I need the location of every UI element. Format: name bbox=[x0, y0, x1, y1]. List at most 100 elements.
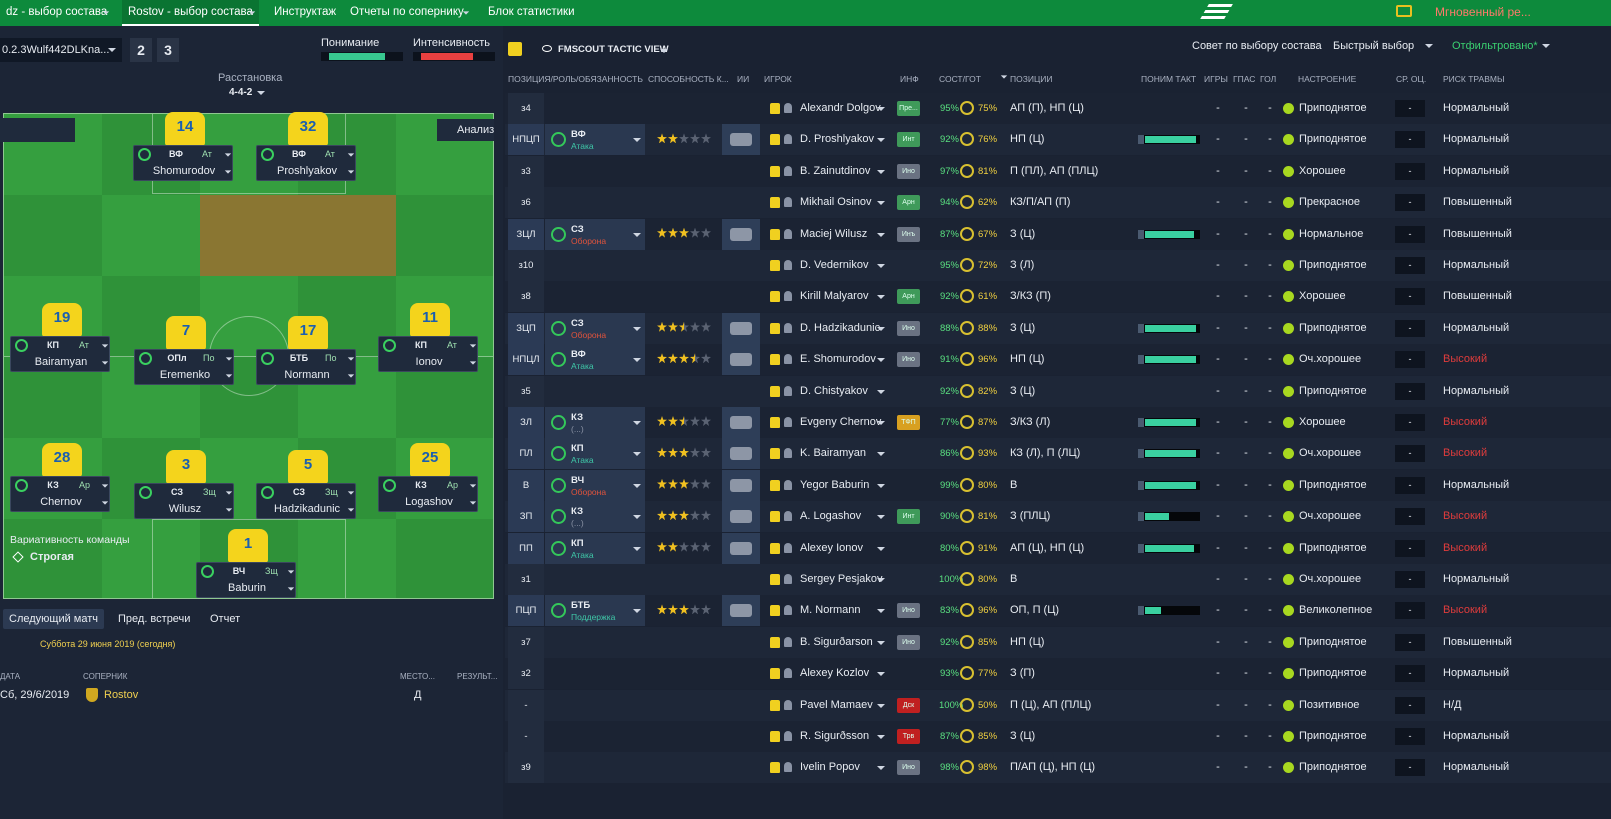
col-header[interactable]: СПОСОБНОСТЬ К... bbox=[648, 74, 729, 84]
player-card[interactable]: КП Ат Ionov bbox=[378, 336, 478, 372]
top-tab[interactable]: Отчеты по сопернику bbox=[350, 6, 464, 18]
squad-row[interactable]: ЗЦЛ СЗ Оборона Maciej Wilusz Инъ 87% 67% З (Ц) -… bbox=[505, 218, 1611, 250]
instant-result[interactable]: Мгновенный ре... bbox=[1435, 5, 1531, 19]
position: з7 bbox=[521, 636, 531, 648]
squad-row[interactable]: з8 Kirill Malyarov Арн 92% 61% З/КЗ (П) - - - Хор… bbox=[505, 281, 1611, 313]
squad-row[interactable]: з10 D. Vedernikov 95% 72% З (Л) - - - Приподнято… bbox=[505, 250, 1611, 281]
col-header[interactable]: СОСТ/ГОТ bbox=[939, 74, 981, 84]
morale: Позитивное bbox=[1299, 698, 1360, 711]
col-header[interactable]: ГОЛ bbox=[1260, 74, 1277, 84]
player-name: Wilusz bbox=[168, 503, 202, 515]
person-icon bbox=[784, 668, 792, 679]
toolbar-button[interactable]: Отфильтровано* bbox=[1452, 40, 1538, 52]
injury-risk: Повышенный bbox=[1443, 635, 1512, 648]
squad-row[interactable]: з5 D. Chistyakov 92% 82% З (Ц) - - - Приподнятое… bbox=[505, 375, 1611, 407]
top-tab[interactable]: Rostov - выбор состава bbox=[122, 0, 259, 26]
view-select[interactable]: FMSCOUT TACTIC VIEW bbox=[558, 44, 669, 55]
positions: КЗ (Л), П (ЛЦ) bbox=[1010, 447, 1081, 460]
person-icon bbox=[784, 134, 792, 145]
squad-row[interactable]: ПЛ КП Атака K. Bairamyan 86% 93% КЗ (Л), П (ЛЦ… bbox=[505, 438, 1611, 470]
positions: З (Л) bbox=[1010, 259, 1035, 271]
col-header[interactable]: ПОЗИЦИИ bbox=[1010, 74, 1053, 84]
top-tab[interactable]: Блок статистики bbox=[488, 6, 575, 18]
match-tab[interactable]: Отчет bbox=[210, 613, 241, 625]
squad-row[interactable]: - R. Sigurðsson Трв 87% 85% З (Ц) - - - Приподнят… bbox=[505, 721, 1611, 752]
match-tab[interactable]: Пред. встречи bbox=[118, 613, 191, 625]
player-card[interactable]: ВФ Ат Shomurodov bbox=[133, 145, 233, 181]
squad-row[interactable]: НПЦЛ ВФ Атака E. Shomurodov Ино 91% 96% НП (Ц) -… bbox=[505, 344, 1611, 376]
squad-row[interactable]: ПП КП Атака Alexey Ionov 80% 91% АП (Ц), НП (Ц… bbox=[505, 532, 1611, 564]
dd bbox=[287, 570, 295, 574]
morale: Приподнятое bbox=[1299, 321, 1367, 334]
sort-arrow bbox=[1000, 75, 1008, 79]
star bbox=[679, 447, 689, 458]
player-card[interactable]: ВФ Ат Proshlyakov bbox=[256, 145, 356, 181]
squad-row[interactable]: НПЦП ВФ Атака D. Proshlyakov Инт 92% 76% НП (Ц)… bbox=[505, 124, 1611, 156]
dd bbox=[877, 389, 885, 394]
morale: Приподнятое bbox=[1299, 541, 1367, 554]
toolbar-button[interactable]: Совет по выбору состава bbox=[1192, 40, 1322, 52]
squad-row[interactable]: з4 Alexandr Dolgov Пре... 95% 75% АП (П), НП … bbox=[505, 93, 1611, 124]
star bbox=[657, 321, 667, 332]
squad-row[interactable]: ЗЦП СЗ Оборона D. Hadzikadunic Ино 88% 88% З (Ц… bbox=[505, 312, 1611, 344]
col-header[interactable]: ИНФ bbox=[900, 74, 919, 84]
avg-box bbox=[1395, 162, 1425, 180]
player-card[interactable]: ОПл По Eremenko bbox=[134, 349, 234, 385]
position: з5 bbox=[521, 385, 531, 397]
avg-box bbox=[1395, 571, 1425, 588]
player-card[interactable]: БТБ По Normann bbox=[256, 349, 356, 385]
col-header[interactable]: СР. ОЦ. bbox=[1396, 74, 1427, 84]
dd bbox=[877, 766, 885, 771]
col-header[interactable]: ИИ bbox=[737, 74, 750, 84]
positions: АП (П), НП (Ц) bbox=[1010, 102, 1084, 114]
info-badge: ТФП bbox=[897, 415, 920, 430]
match-tab[interactable]: Следующий матч bbox=[3, 609, 105, 629]
role-icon bbox=[551, 132, 566, 148]
tactic-select[interactable]: 0.2.3Wulf442DLKna... bbox=[0, 38, 122, 62]
position: НПЦП bbox=[512, 134, 540, 146]
info-badge: Ино bbox=[897, 603, 920, 619]
col-header[interactable]: ИГРОК bbox=[764, 74, 792, 84]
squad-row[interactable]: - Pavel Mamaev Дск 100% 50% П (Ц), АП (ПЛЦ) - -… bbox=[505, 689, 1611, 721]
avg-box bbox=[1395, 665, 1425, 683]
player-card[interactable]: СЗ Зщ Wilusz bbox=[134, 483, 234, 519]
player-card[interactable]: СЗ Зщ Hadzikadunic bbox=[256, 483, 356, 519]
top-tab[interactable]: dz - выбор состава bbox=[6, 6, 108, 18]
positions: НП (Ц) bbox=[1010, 133, 1045, 146]
squad-row[interactable]: з6 Mikhail Osinov Арн 94% 62% КЗ/П/АП (П) - - - П… bbox=[505, 187, 1611, 219]
squad-row[interactable]: з9 Ivelin Popov Ино 98% 98% П/АП (Ц), НП (Ц) -… bbox=[505, 752, 1611, 784]
player-card[interactable]: КП Ат Bairamyan bbox=[10, 336, 110, 372]
squad-row[interactable]: з3 B. Zainutdinov Ино 97% 81% П (ПЛ), АП (ПЛЦ… bbox=[505, 155, 1611, 187]
col-header[interactable]: ГПАС bbox=[1233, 74, 1256, 84]
player-card[interactable]: ВЧ Зщ Baburin bbox=[196, 562, 296, 598]
condition: 77% bbox=[939, 417, 959, 428]
role-icon bbox=[139, 352, 152, 365]
squad-row[interactable]: з1 Sergey Pesjakov 100% 80% В - - - Оч.хорошее - Н… bbox=[505, 564, 1611, 595]
analysis-btn[interactable]: Анализ bbox=[437, 119, 494, 141]
star bbox=[679, 353, 689, 364]
positions: В bbox=[1010, 573, 1018, 585]
top-tab[interactable]: Инструктаж bbox=[274, 6, 337, 18]
avg-rating: - bbox=[1408, 228, 1412, 239]
col-header[interactable]: ПОНИМ ТАКТ bbox=[1141, 74, 1197, 84]
col-header[interactable]: РИСК ТРАВМЫ bbox=[1443, 74, 1505, 84]
person-icon bbox=[784, 636, 792, 647]
dd bbox=[877, 703, 885, 708]
squad-row[interactable]: В ВЧ Оборона Yegor Baburin 99% 80% В - - - Приподн… bbox=[505, 469, 1611, 501]
player-card[interactable]: КЗ Ар Chernov bbox=[10, 476, 110, 512]
squad-row[interactable]: з7 B. Sigurðarson Ино 92% 85% НП (Ц) - - - Припод… bbox=[505, 626, 1611, 658]
squad-row[interactable]: ЗП КЗ (...) A. Logashov Инт 90% 81% З (ПЛЦ) - - - О… bbox=[505, 501, 1611, 533]
player-card[interactable]: КЗ Ар Logashov bbox=[378, 476, 478, 512]
squad-row[interactable]: ЗЛ КЗ (...) Evgeny Chernov ТФП 77% 87% З/КЗ (Л)… bbox=[505, 407, 1611, 438]
squad-row[interactable]: з2 Alexey Kozlov 93% 77% З (П) - - - Приподнятое… bbox=[505, 658, 1611, 690]
squad-row[interactable]: ПЦП БТБ Поддержка M. Normann Ино 83% 96% ОП, П … bbox=[505, 595, 1611, 627]
match-opponent[interactable]: Rostov bbox=[104, 689, 139, 701]
toolbar-button[interactable]: Быстрый выбор bbox=[1333, 40, 1415, 52]
col-header[interactable]: ИГРЫ bbox=[1204, 74, 1228, 84]
goals: - bbox=[1268, 384, 1272, 397]
col-header[interactable]: НАСТРОЕНИЕ bbox=[1298, 74, 1357, 84]
formation[interactable]: 4-4-2 bbox=[229, 87, 253, 98]
col-header[interactable]: ПОЗИЦИЯ/РОЛЬ/ОБЯЗАННОСТЬ bbox=[508, 74, 643, 84]
view-buttons[interactable] bbox=[0, 118, 75, 142]
condition: 87% bbox=[939, 731, 959, 742]
